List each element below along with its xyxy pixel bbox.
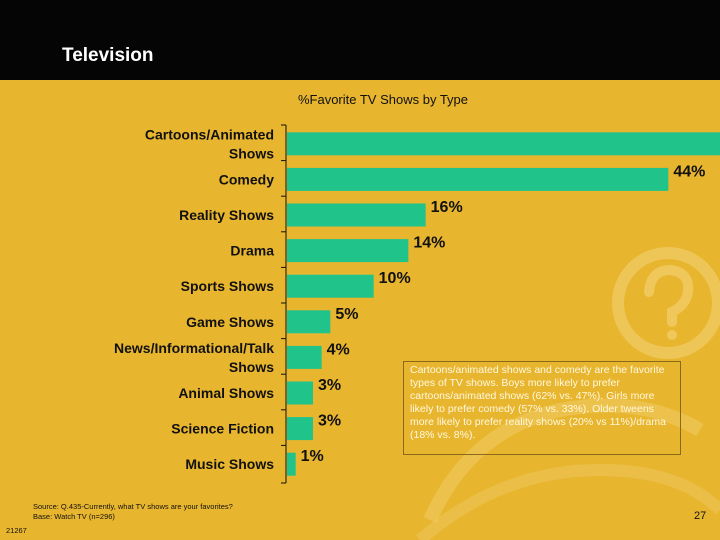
source-note: Source: Q.435-Currently, what TV shows a… <box>33 502 233 522</box>
category-label: Music Shows <box>185 456 274 472</box>
category-label: Shows <box>229 145 274 161</box>
bar <box>287 381 313 405</box>
category-label: Reality Shows <box>179 207 274 223</box>
callout-text: Cartoons/animated shows and comedy are t… <box>410 364 666 441</box>
source-line-question: Source: Q.435-Currently, what TV shows a… <box>33 502 233 511</box>
page-title: Television <box>62 45 154 66</box>
category-label: Comedy <box>219 171 274 187</box>
data-label: 5% <box>335 306 358 323</box>
bar <box>287 310 331 334</box>
category-label: Science Fiction <box>171 421 274 437</box>
bar <box>287 167 669 191</box>
category-label: Sports Shows <box>181 278 275 294</box>
bar <box>287 345 322 369</box>
data-label: 3% <box>318 377 341 394</box>
bar <box>287 452 296 476</box>
category-label: News/Informational/Talk <box>114 340 274 356</box>
bar <box>287 203 426 227</box>
data-label: 1% <box>301 448 324 465</box>
job-code: 21267 <box>6 526 27 535</box>
data-label: 4% <box>327 341 350 358</box>
insight-callout: Cartoons/animated shows and comedy are t… <box>403 361 681 455</box>
bar <box>287 274 374 298</box>
category-label: Game Shows <box>186 314 274 330</box>
data-label: 14% <box>413 235 445 252</box>
data-label: 10% <box>379 270 411 287</box>
data-label: 3% <box>318 413 341 430</box>
category-label: Shows <box>229 359 274 375</box>
chart-title: %Favorite TV Shows by Type <box>297 92 469 107</box>
data-label: 16% <box>431 199 463 216</box>
header-bar: Television <box>0 0 720 80</box>
source-line-base: Base: Watch TV (n=296) <box>33 512 115 521</box>
category-label: Animal Shows <box>178 385 274 401</box>
bar <box>287 417 313 441</box>
page-number: 27 <box>694 510 707 522</box>
data-label: 44% <box>673 163 705 180</box>
bar <box>287 132 720 156</box>
category-label: Drama <box>230 243 274 259</box>
bar <box>287 239 409 263</box>
category-label: Cartoons/Animated <box>145 126 274 142</box>
